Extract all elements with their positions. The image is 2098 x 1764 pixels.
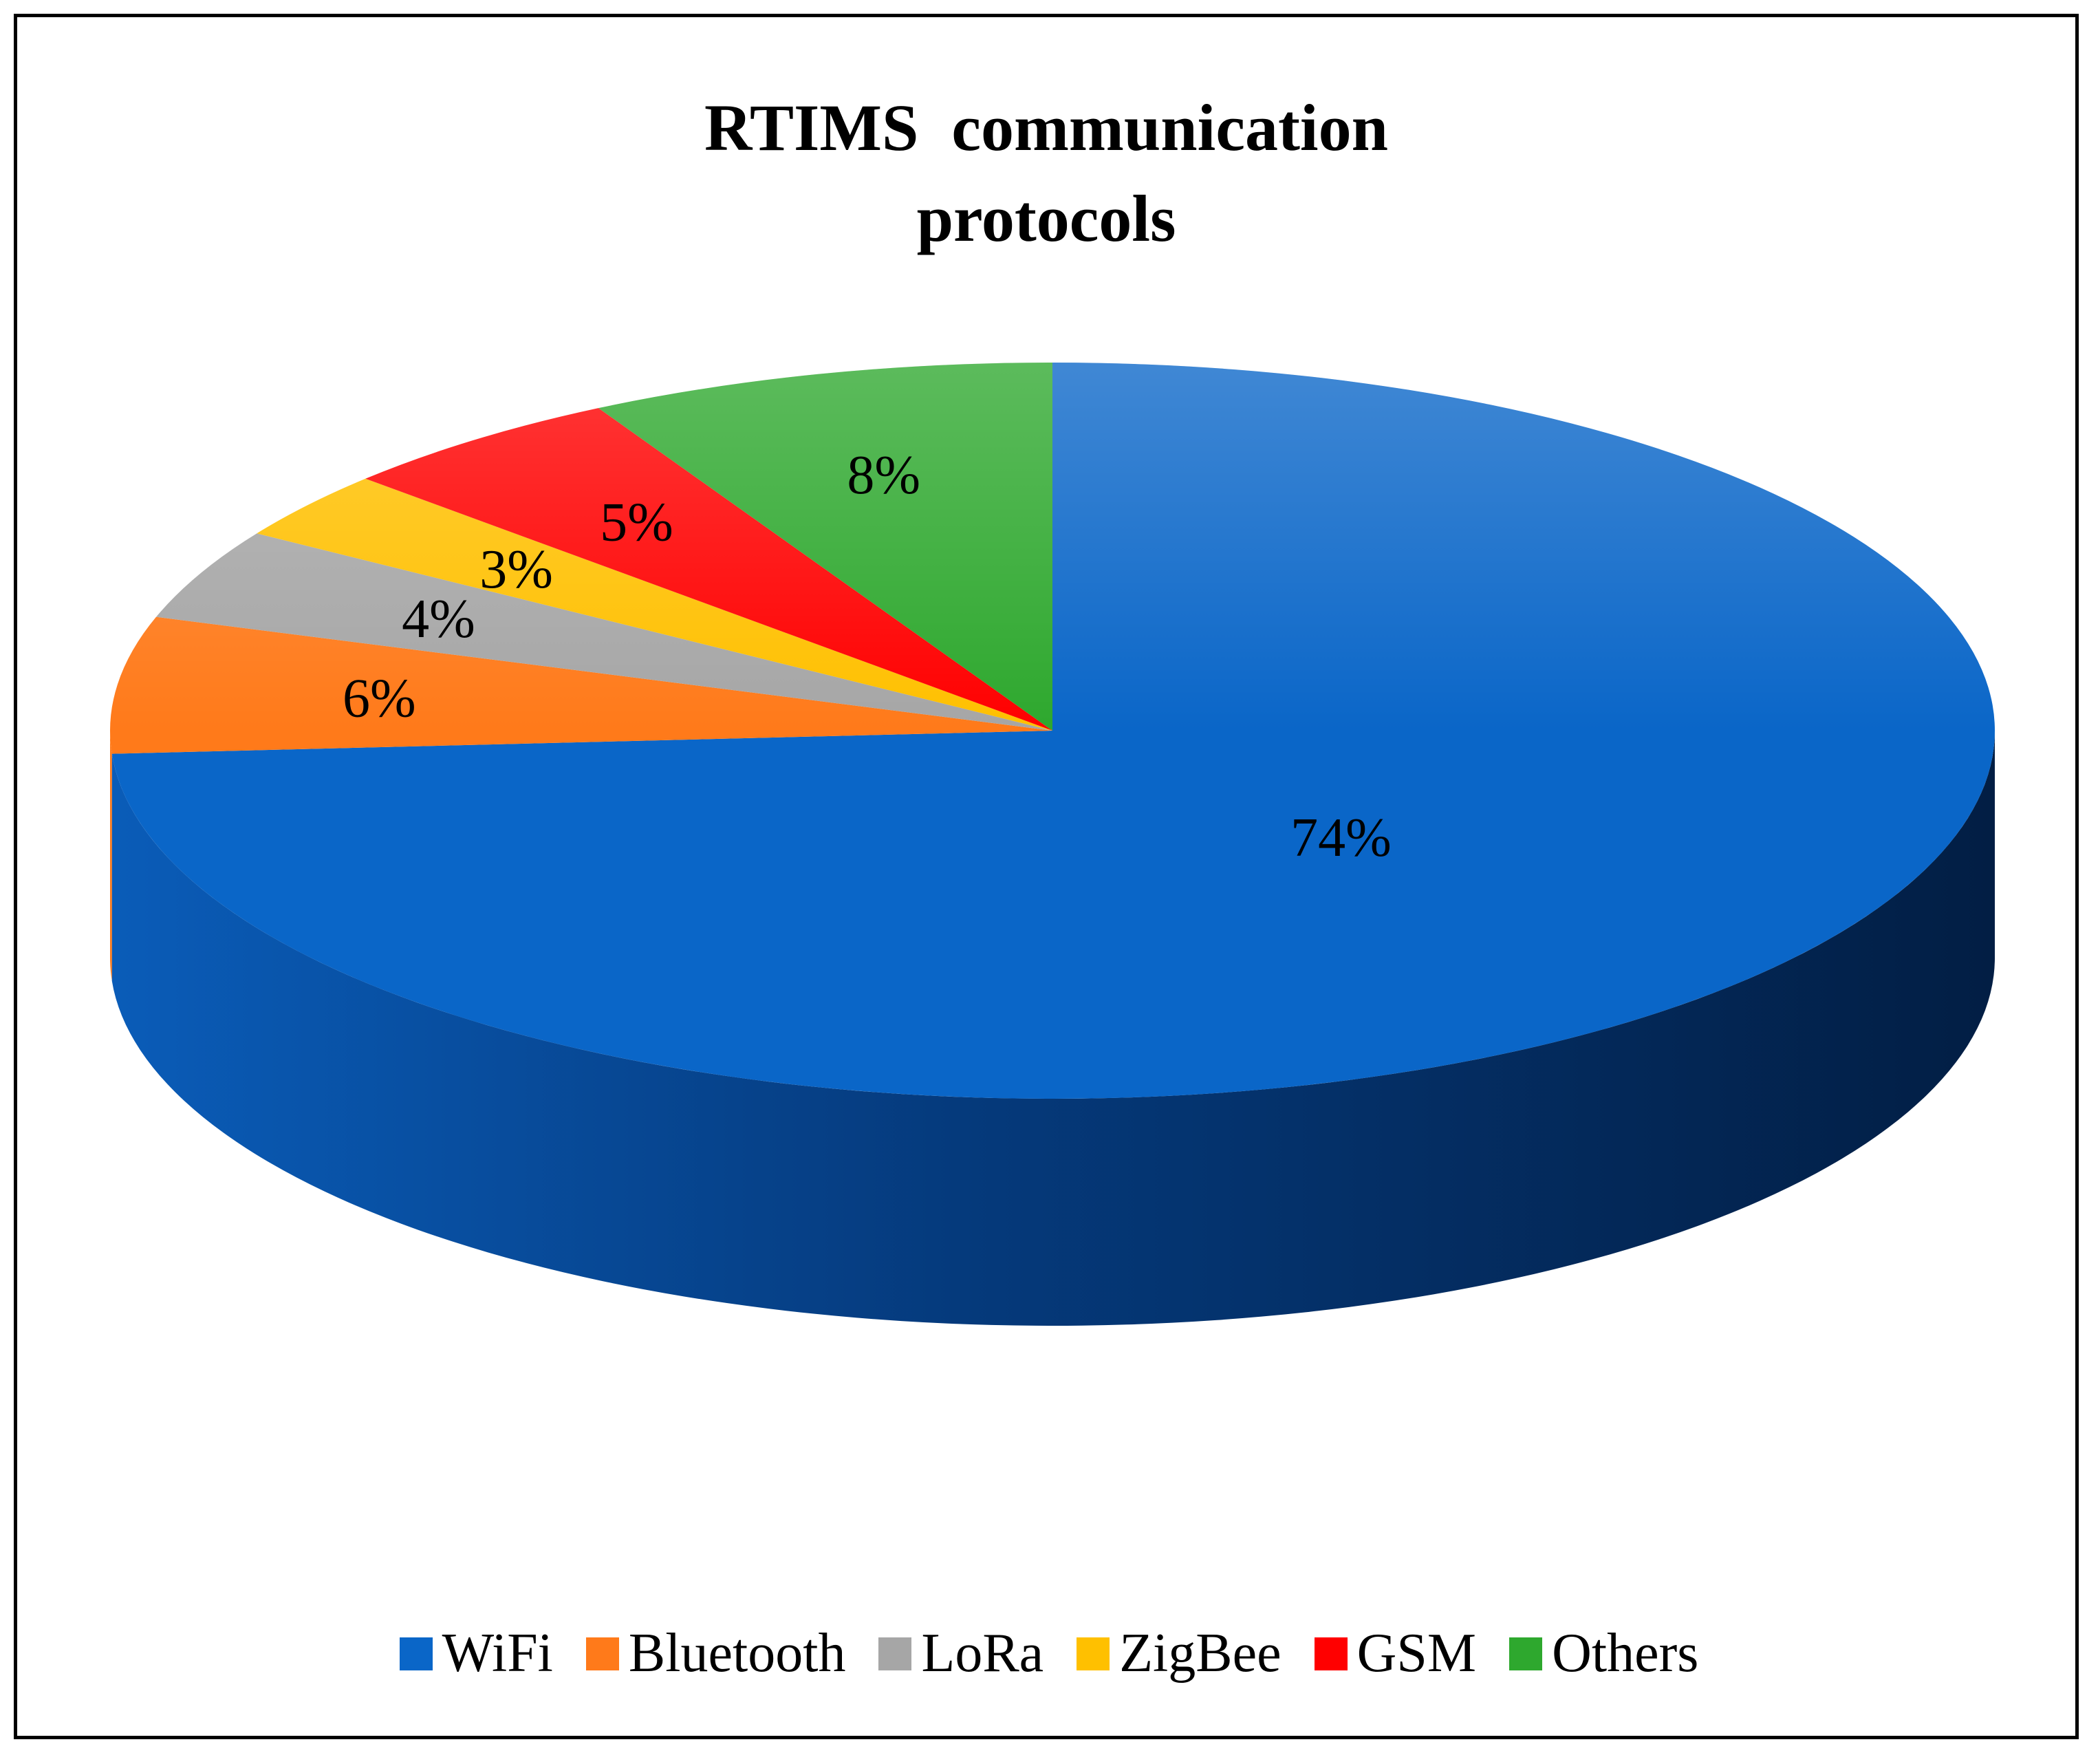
pie-side-bluetooth [110, 731, 112, 981]
legend-item-others: Others [1509, 1622, 1698, 1685]
legend-label-zigbee: ZigBee [1119, 1623, 1281, 1684]
legend-swatch-gsm [1314, 1637, 1348, 1670]
legend-label-gsm: GSM [1356, 1623, 1477, 1684]
data-label-wifi: 74% [1290, 808, 1392, 868]
pie-label-layer: 74% 6% 4%3% 5% 8% [343, 445, 1392, 868]
pie-side-wifi [111, 731, 1996, 1326]
legend-label-others: Others [1552, 1623, 1699, 1684]
chart-title-line-2: protocols [916, 182, 1176, 255]
legend-label-bluetooth: Bluetooth [628, 1623, 846, 1684]
legend-label-wifi: WiFi [442, 1623, 553, 1684]
chart-title-line-1: RTIMS communication [704, 91, 1388, 164]
data-label-zigbee: 3% [479, 539, 553, 600]
legend-item-wifi: WiFi [399, 1622, 553, 1685]
pie-gloss [110, 363, 1995, 1099]
data-label-lora: 4% [402, 589, 475, 649]
pie-top-layer [109, 363, 1996, 1099]
pie-side-layer [110, 731, 1996, 1326]
legend-swatch-zigbee [1077, 1637, 1110, 1670]
chart-title: RTIMS communication protocols [17, 83, 2075, 264]
legend-label-lora: LoRa [921, 1623, 1044, 1684]
data-label-gsm: 5% [600, 493, 673, 553]
legend-swatch-others [1509, 1637, 1543, 1670]
data-label-bluetooth: 6% [343, 669, 416, 729]
data-label-others: 8% [847, 445, 920, 506]
chart-legend: WiFi Bluetooth LoRa ZigBee GSM Others [0, 1622, 2098, 1685]
legend-swatch-lora [878, 1637, 912, 1670]
legend-swatch-bluetooth [585, 1637, 619, 1670]
legend-item-zigbee: ZigBee [1077, 1622, 1281, 1685]
legend-item-bluetooth: Bluetooth [585, 1622, 846, 1685]
legend-swatch-wifi [399, 1637, 433, 1670]
legend-item-gsm: GSM [1314, 1622, 1477, 1685]
legend-item-lora: LoRa [878, 1622, 1043, 1685]
